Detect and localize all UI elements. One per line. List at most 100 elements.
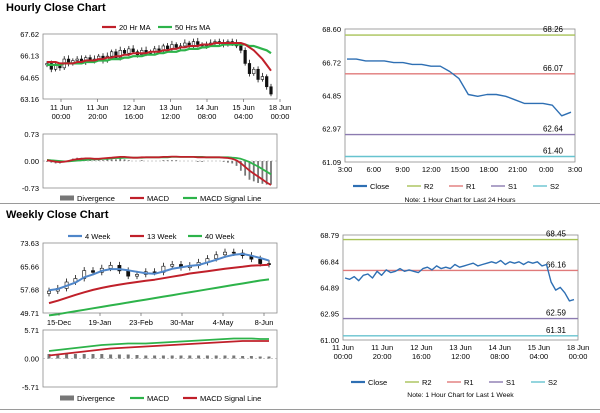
weekly-candle-body-20 [223, 251, 227, 256]
legend-divergence-bottom-label: Divergence [77, 394, 115, 403]
legend-4wk-label: 4 Week [85, 232, 111, 241]
hourly-candle-body-30 [174, 44, 178, 48]
weekly-price-xlabel-5: 8-Jun [255, 318, 274, 327]
hourly-price-xlabel-0-b: 00:00 [52, 112, 71, 121]
hourly-candle-body-50 [260, 76, 264, 80]
hourly-price-xlabel-1: 11 Jun [87, 103, 109, 112]
pivot-week-close-line [344, 259, 575, 302]
weekly-candle-body-7 [108, 265, 113, 269]
pivot-week-ylabel-2: 64.89 [320, 284, 339, 293]
pivot-week-legend-r1-label: R1 [464, 378, 474, 387]
pivot-24h-legend-s2-label: S2 [550, 182, 559, 191]
weekly-price-xlabel-4: 4-May [213, 318, 234, 327]
pivot-week-legend-s1-label: S1 [506, 378, 515, 387]
pivot-week-ylabel-3: 62.95 [320, 310, 339, 319]
pivot-week-xlabel-4: 14 Jun [488, 343, 511, 352]
hourly-macd-line [46, 155, 272, 186]
hourly-candle-body-1 [49, 63, 53, 70]
weekly-candle-body-10 [135, 274, 139, 277]
pivot-24h-ylabel-2: 64.85 [322, 91, 341, 100]
legend-ma50-label: 50 Hrs MA [175, 23, 210, 32]
hourly-candle-body-19 [127, 48, 131, 54]
pivot-week-legend-close-label: Close [368, 378, 387, 387]
weekly-macd-ylabel-2: -5.71 [22, 383, 39, 392]
pivot-24h-level-label-r1: 66.07 [543, 64, 564, 73]
hourly-candle-body-52 [269, 86, 273, 95]
pivot-24h-level-label-s2: 61.40 [543, 147, 564, 156]
weekly-price-xlabel-3: 30-Mar [170, 318, 194, 327]
hourly-price-xlabel-2-b: 16:00 [125, 112, 144, 121]
weekly-signal-line [48, 340, 269, 357]
pivot-24h-xlabel-7: 0:00 [539, 165, 554, 174]
hourly-price-ylabel-2: 64.65 [20, 73, 39, 82]
pivot-24h-xlabel-1: 6:00 [366, 165, 381, 174]
pivot-24h-xlabel-0: 3:00 [338, 165, 353, 174]
pivot-week-xlabel-2-b: 16:00 [412, 352, 431, 361]
weekly-candle-body-14 [170, 264, 175, 267]
hourly-candle-body-49 [256, 68, 260, 80]
hourly-candle-body-17 [118, 50, 122, 58]
weekly-candle-body-0 [47, 290, 51, 294]
hourly-section-title: Hourly Close Chart [6, 2, 106, 14]
hourly-candle-body-28 [166, 45, 170, 50]
pivot-week-level-label-s2: 61.31 [546, 326, 567, 335]
weekly-section-title: Weekly Close Chart [6, 209, 109, 221]
pivot-week-xlabel-2: 12 Jun [410, 343, 433, 352]
section-divider-top [0, 203, 600, 204]
hourly-price-xlabel-5: 15 Jun [232, 103, 255, 112]
section-divider-bottom [0, 409, 600, 410]
weekly-price-ylabel-0: 73.63 [20, 239, 39, 248]
pivot-week-frame [342, 234, 579, 341]
pivot-24h-level-label-s1: 62.64 [543, 125, 564, 134]
pivot-week-xlabel-1-b: 20:00 [373, 352, 392, 361]
legend-divergence-bottom-swatch [60, 395, 74, 401]
legend-13wk-label: 13 Week [147, 232, 177, 241]
pivot-24h-xlabel-6: 21:00 [508, 165, 527, 174]
pivot-24h-note: Note: 1 Hour Chart for Last 24 Hours [404, 197, 516, 204]
weekly-macd-ylabel-0: 5.71 [24, 326, 39, 335]
hourly-price-ylabel-3: 63.16 [20, 95, 39, 104]
hourly-macd-ylabel-0: 0.73 [24, 130, 39, 139]
hourly-price-xlabel-1-b: 20:00 [88, 112, 107, 121]
legend-divergence-top-label: Divergence [77, 194, 115, 203]
pivot-24h-ylabel-1: 66.72 [322, 58, 341, 67]
pivot-week-xlabel-6: 18 Jun [567, 343, 590, 352]
pivot-week-ylabel-1: 66.84 [320, 257, 339, 266]
hourly-ma50-line [47, 43, 272, 67]
hourly-price-xlabel-6: 18 Jun [269, 103, 292, 112]
hourly-price-xlabel-6-b: 00:00 [271, 112, 290, 121]
pivot-week-level-label-r2: 68.45 [546, 230, 567, 239]
pivot-week-ylabel-4: 61.00 [320, 336, 339, 345]
pivot-week-xlabel-6-b: 00:00 [569, 352, 588, 361]
pivot-week-legend-r2-label: R2 [422, 378, 432, 387]
pivot-24h-xlabel-3: 12:00 [422, 165, 441, 174]
weekly-price-ylabel-3: 49.71 [20, 309, 39, 318]
hourly-price-xlabel-4-b: 08:00 [198, 112, 217, 121]
weekly-price-ylabel-2: 57.68 [20, 286, 39, 295]
hourly-candle-body-51 [265, 76, 269, 88]
pivot-24h-xlabel-2: 9:00 [395, 165, 410, 174]
pivot-24h-frame [344, 28, 576, 163]
legend-divergence-top-swatch [60, 195, 74, 201]
pivot-week-xlabel-3-b: 12:00 [451, 352, 470, 361]
hourly-price-xlabel-3-b: 12:00 [161, 112, 180, 121]
legend-ma20-label: 20 Hr MA [119, 23, 151, 32]
hourly-macd-ylabel-1: 0.00 [24, 157, 39, 166]
pivot-week-ylabel-0: 68.79 [320, 231, 339, 240]
pivot-24h-xlabel-8: 3:00 [568, 165, 583, 174]
pivot-24h-ylabel-0: 68.60 [322, 25, 341, 34]
pivot-week-xlabel-3: 13 Jun [449, 343, 472, 352]
hourly-candle-body-15 [110, 51, 114, 57]
hourly-candle-body-46 [243, 50, 247, 64]
hourly-price-xlabel-0: 11 Jun [50, 103, 72, 112]
hourly-candle-body-35 [196, 41, 200, 45]
legend-signal-top-label: MACD Signal Line [200, 194, 261, 203]
legend-macd-bottom-label: MACD [147, 394, 170, 403]
pivot-week-legend-s2-label: S2 [548, 378, 557, 387]
weekly-price-xlabel-1: 19-Jan [89, 318, 112, 327]
pivot-week-level-label-s1: 62.59 [546, 309, 567, 318]
weekly-candle-body-24 [258, 258, 263, 264]
hourly-ma20-line [47, 42, 272, 72]
weekly-candle-body-9 [126, 270, 131, 277]
